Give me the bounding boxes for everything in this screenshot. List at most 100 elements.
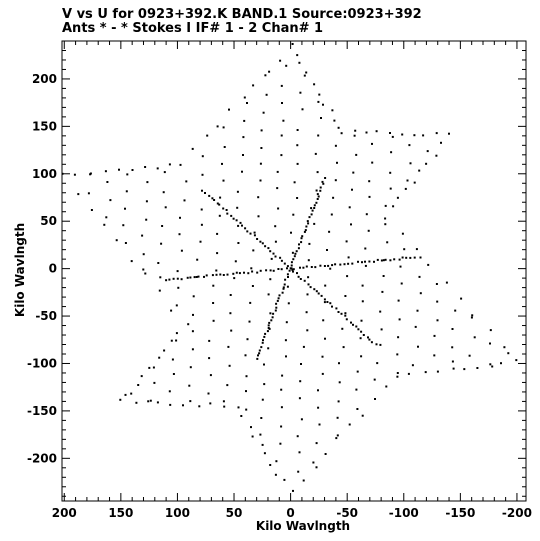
uv-point — [345, 240, 348, 243]
uv-point — [263, 383, 266, 386]
uv-point — [294, 252, 297, 255]
uv-point — [269, 312, 272, 315]
uv-point — [260, 417, 263, 419]
uv-point — [209, 402, 212, 405]
uv-point — [176, 270, 179, 273]
x-tick-label: -50 — [336, 506, 358, 520]
uv-point — [280, 154, 283, 157]
uv-point — [324, 177, 327, 179]
uv-point — [315, 466, 318, 469]
uv-point — [334, 144, 337, 147]
uv-point — [313, 222, 316, 225]
uv-point — [290, 264, 293, 267]
uv-point — [275, 460, 278, 463]
uv-point — [104, 170, 107, 173]
uv-point — [318, 93, 321, 96]
uv-point — [163, 349, 166, 352]
uv-point — [389, 132, 391, 134]
uv-point — [436, 300, 439, 303]
uv-point — [249, 232, 252, 235]
plot-frame — [61, 40, 527, 502]
uv-point — [219, 196, 222, 199]
uv-point — [171, 358, 174, 361]
uv-point — [277, 268, 280, 270]
uv-point — [264, 332, 267, 335]
uv-point — [268, 321, 271, 324]
uv-point — [401, 133, 404, 136]
uv-point — [251, 270, 254, 273]
uv-point — [489, 329, 492, 332]
uv-point — [215, 269, 218, 272]
uv-point — [163, 171, 166, 174]
uv-point — [398, 318, 401, 321]
y-tick-label: 100 — [32, 167, 57, 181]
uv-point — [426, 150, 429, 153]
uv-point — [344, 312, 347, 315]
uv-point — [427, 263, 430, 266]
uv-point — [288, 269, 291, 272]
uv-point — [401, 256, 404, 259]
uv-point — [293, 181, 296, 184]
uv-point — [229, 294, 232, 296]
uv-point — [413, 181, 416, 184]
uv-point — [411, 364, 414, 367]
uv-point — [119, 398, 122, 401]
uv-point — [330, 213, 333, 216]
uv-point — [223, 405, 226, 408]
uv-point — [192, 313, 194, 316]
uv-point — [237, 224, 240, 227]
uv-point — [286, 285, 289, 288]
uv-point — [367, 336, 369, 339]
uv-point — [355, 388, 358, 391]
uv-point — [317, 406, 320, 409]
uv-point — [347, 256, 350, 259]
uv-point — [137, 384, 140, 386]
uv-point — [313, 288, 316, 291]
uv-point — [396, 353, 399, 356]
x-tick-label: 50 — [226, 506, 243, 520]
uv-point — [326, 249, 328, 251]
uv-point — [322, 182, 325, 185]
uv-point — [382, 259, 385, 262]
uv-point — [336, 161, 338, 164]
uv-point — [222, 126, 225, 129]
uv-point — [87, 192, 90, 195]
uv-point — [274, 255, 277, 258]
uv-point — [335, 307, 338, 310]
uv-point — [440, 141, 442, 144]
uv-point — [489, 363, 492, 366]
uv-point — [285, 355, 287, 358]
uv-point — [280, 268, 283, 271]
uv-point — [246, 338, 249, 341]
uv-point — [230, 214, 233, 217]
uv-point — [503, 346, 506, 349]
uv-point — [336, 434, 339, 437]
uv-point — [401, 232, 404, 235]
uv-point — [293, 255, 296, 258]
uv-point — [362, 334, 365, 336]
uv-point — [267, 247, 270, 250]
uv-point — [350, 321, 352, 324]
uv-point — [147, 400, 150, 403]
uv-point — [245, 375, 248, 378]
uv-point — [303, 74, 306, 77]
uv-point — [409, 256, 412, 259]
uv-point — [237, 242, 240, 244]
uv-point — [189, 366, 192, 369]
uv-point — [361, 284, 364, 287]
uv-point — [259, 240, 262, 243]
uv-point — [115, 239, 118, 242]
uv-point — [399, 265, 402, 268]
uv-point — [320, 117, 322, 119]
uv-point — [203, 275, 205, 278]
uv-point — [473, 336, 476, 339]
uv-point — [337, 311, 340, 313]
uv-point — [389, 187, 392, 190]
uv-point — [433, 354, 436, 357]
uv-point — [267, 324, 270, 327]
uv-point — [470, 316, 473, 319]
uv-point — [328, 230, 331, 233]
uv-point — [418, 275, 421, 278]
uv-point — [248, 320, 251, 323]
uv-point — [244, 354, 247, 357]
